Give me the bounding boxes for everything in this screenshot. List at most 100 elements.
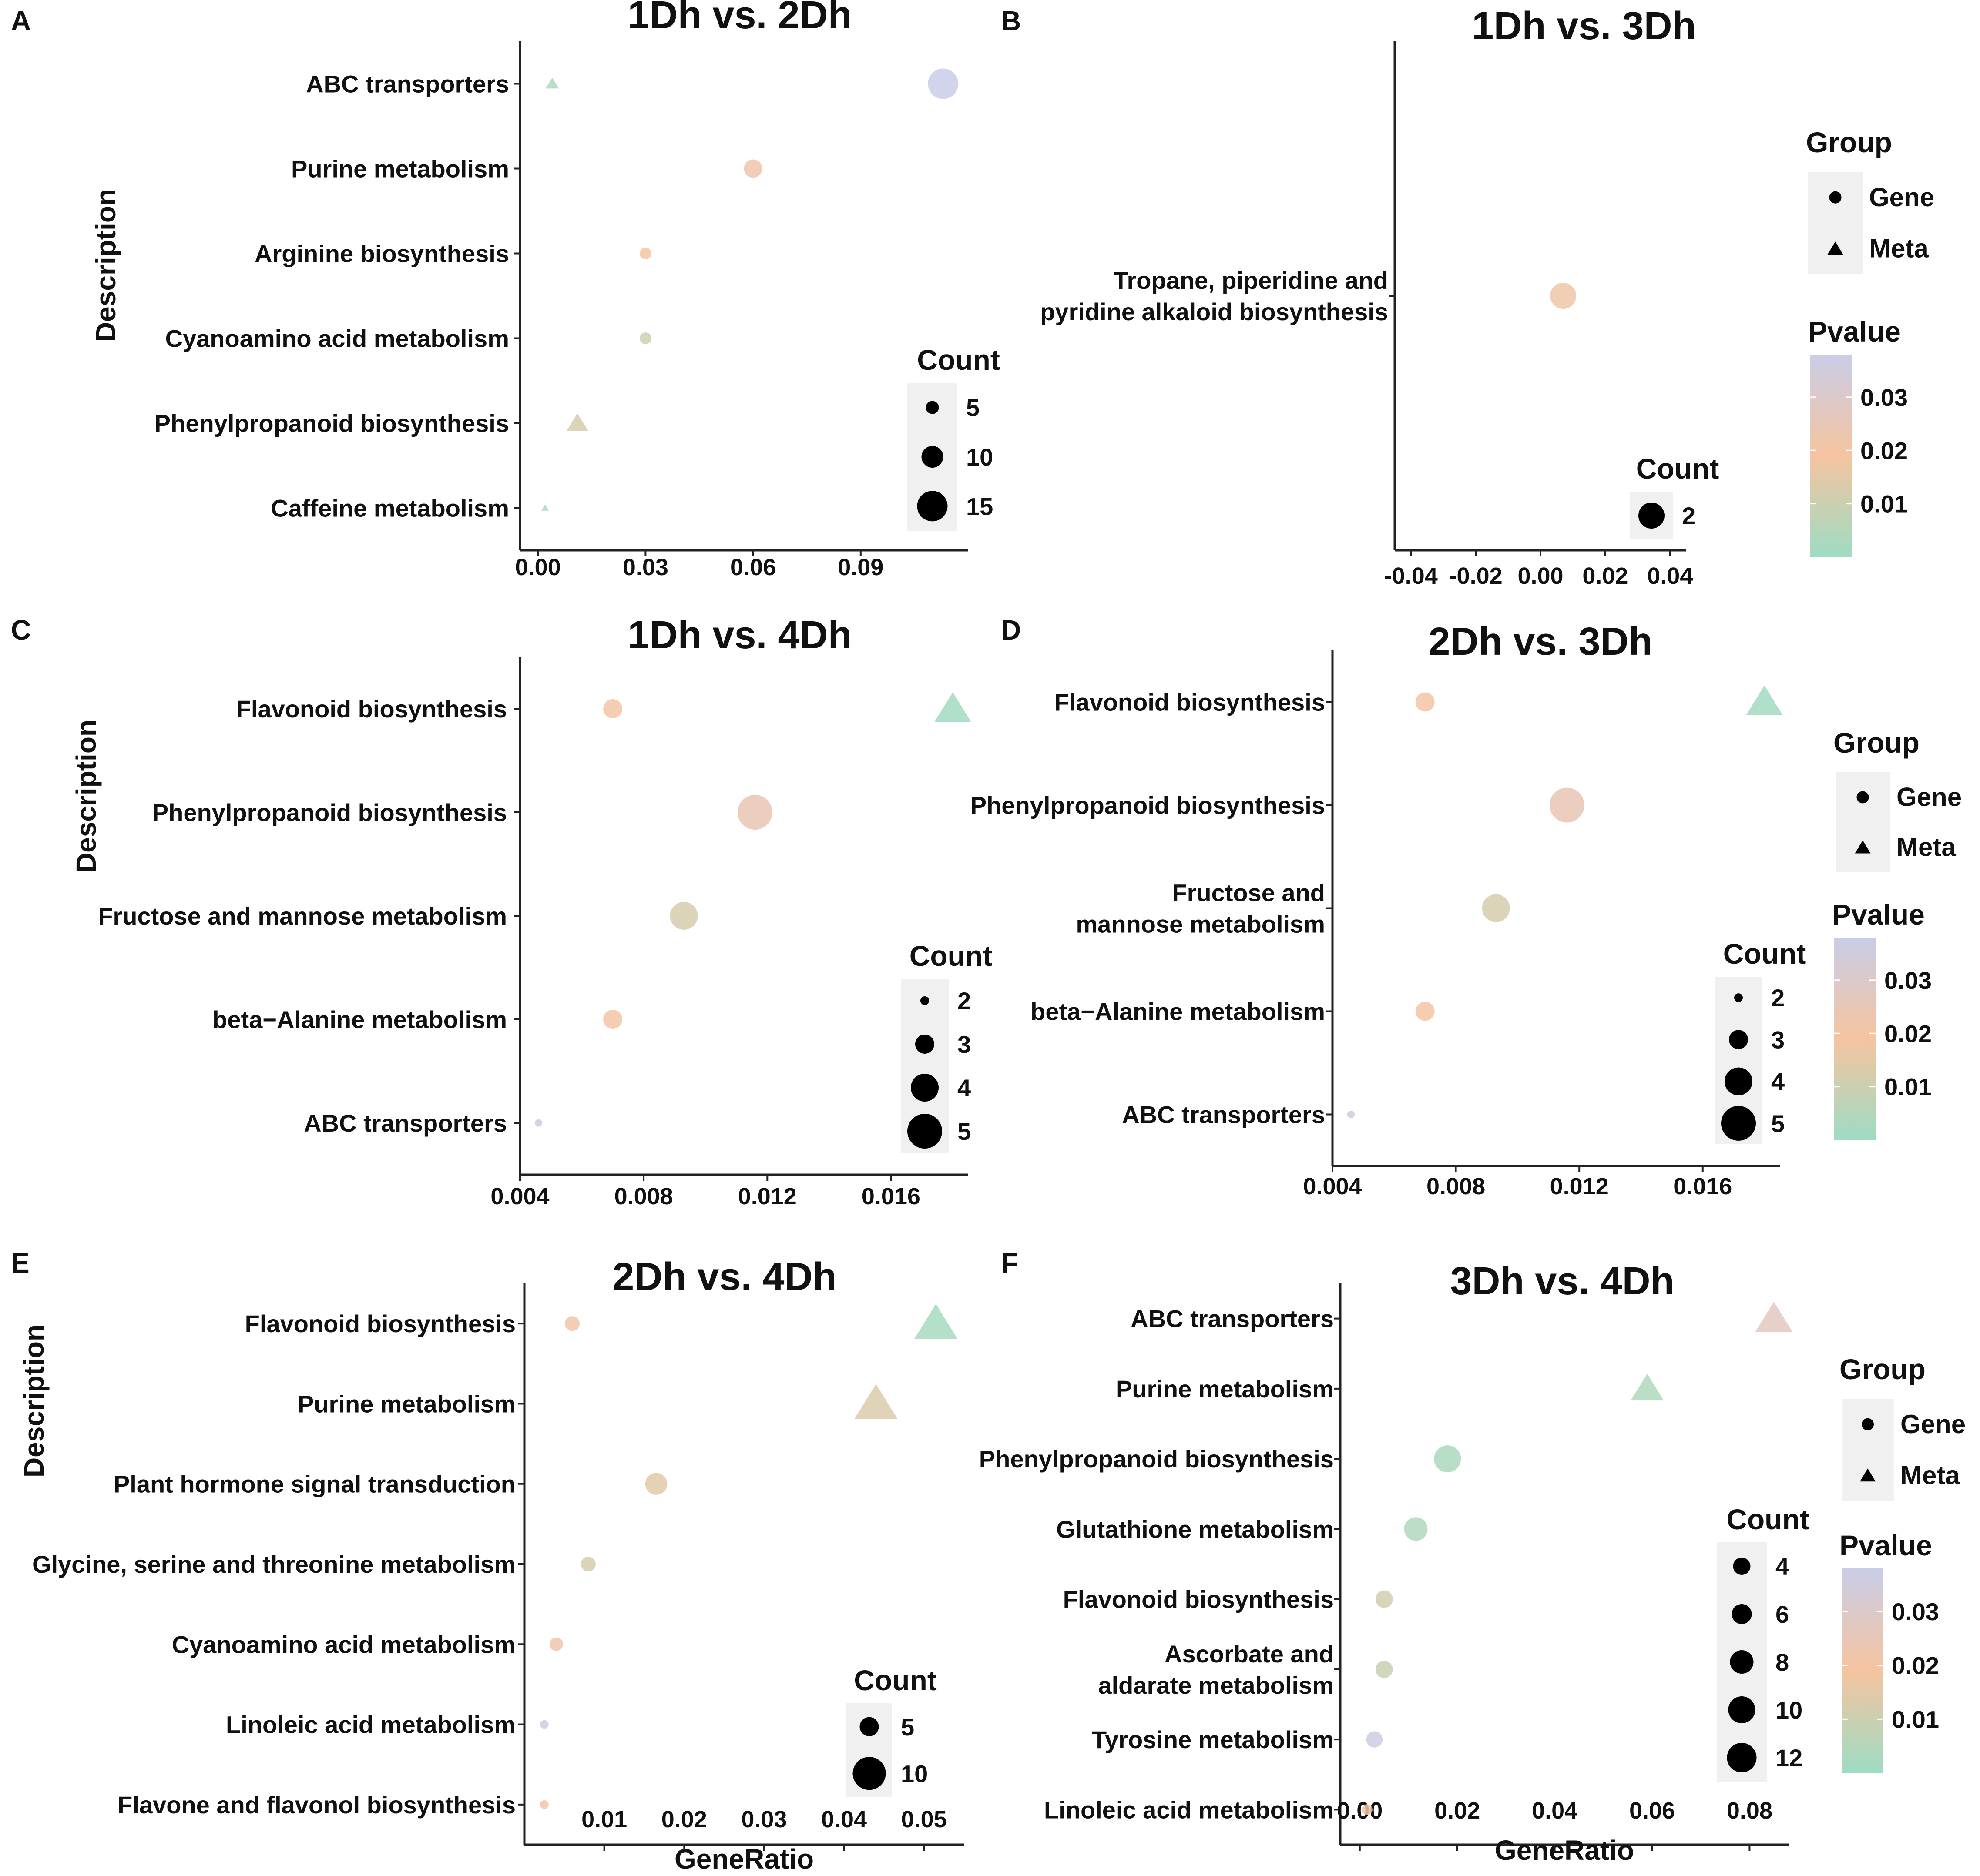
y-tick-label: Flavone and flavonol biosynthesis: [117, 1791, 516, 1819]
data-point-gene: [581, 1556, 596, 1572]
y-tick-label: Arginine biosynthesis: [255, 240, 509, 268]
data-point-gene: [1415, 1002, 1435, 1021]
size-legend-label: 12: [1775, 1744, 1802, 1772]
size-legend-key: [1638, 502, 1665, 529]
x-tick-label: 0.09: [838, 554, 883, 580]
y-tick-label: Phenylpropanoid biosynthesis: [152, 799, 507, 826]
data-point-gene: [744, 159, 762, 178]
color-legend-label: 0.03: [1884, 967, 1932, 994]
data-point-meta: [1746, 685, 1783, 715]
data-point-gene: [540, 1720, 549, 1729]
size-legend-label: 15: [966, 492, 993, 520]
y-axis-label: Description: [18, 1324, 50, 1477]
chart-title: 1Dh vs. 3Dh: [1472, 4, 1696, 48]
color-legend-label: 0.02: [1860, 437, 1908, 464]
data-point-meta: [914, 1304, 958, 1339]
data-point-meta: [1755, 1302, 1793, 1332]
data-point-gene: [1482, 894, 1510, 922]
x-tick-label: 0.02: [1434, 1798, 1480, 1824]
y-tick-label: Phenylpropanoid biosynthesis: [154, 410, 509, 437]
y-tick-label: Purine metabolism: [298, 1390, 516, 1417]
group-legend-label: Gene: [1869, 183, 1934, 212]
x-tick-label: 0.016: [862, 1183, 920, 1209]
size-legend-label: 10: [901, 1760, 928, 1787]
size-legend-key: [917, 491, 948, 522]
group-legend-label: Meta: [1900, 1461, 1960, 1490]
chart-title: 3Dh vs. 4Dh: [1450, 1260, 1674, 1303]
panel-E: E 2Dh vs. 4Dh Description GeneRatio Flavonoi…: [11, 1247, 964, 1875]
size-legend-key: [920, 996, 929, 1005]
group-legend-key-gene: [1856, 791, 1869, 804]
group-legend-label: Gene: [1896, 783, 1962, 812]
x-tick-label: 0.00: [1517, 563, 1563, 589]
y-tick-label: ABC transporters: [1122, 1101, 1325, 1129]
panel-letter: E: [11, 1247, 30, 1279]
group-legend-key-meta: [1860, 1468, 1876, 1482]
data-point-gene: [670, 902, 698, 930]
size-legend-key: [907, 1114, 942, 1149]
size-legend-key: [921, 446, 943, 468]
x-tick-label: -0.04: [1384, 563, 1438, 589]
y-tick-label: Linoleic acid metabolism: [226, 1711, 516, 1739]
y-tick-label: pyridine alkaloid biosynthesis: [1040, 298, 1388, 325]
data-point-gene: [1366, 1731, 1383, 1748]
group-legend-title: Group: [1833, 727, 1920, 759]
color-legend-label: 0.01: [1892, 1705, 1939, 1733]
size-legend-key: [852, 1757, 886, 1790]
color-legend-title: Pvalue: [1808, 315, 1901, 348]
chart-title: 2Dh vs. 3Dh: [1428, 620, 1652, 663]
group-legend-title: Group: [1806, 126, 1892, 158]
y-tick-label: aldarate metabolism: [1098, 1672, 1334, 1699]
y-tick-label: Flavonoid biosynthesis: [1054, 689, 1325, 716]
y-tick-label: Tyrosine metabolism: [1092, 1726, 1334, 1753]
size-legend-key: [1721, 1106, 1756, 1141]
size-legend-label: 4: [1775, 1553, 1789, 1580]
y-tick-label: Cyanoamino acid metabolism: [165, 325, 509, 352]
panel-F: F 3Dh vs. 4Dh GeneRatio ABC transporters Pur…: [979, 1247, 1966, 1866]
color-legend-label: 0.03: [1860, 384, 1908, 411]
x-tick-label: 0.00: [515, 554, 561, 580]
y-tick-label: beta−Alanine metabolism: [212, 1006, 507, 1033]
x-tick-label: 0.04: [1647, 563, 1693, 589]
size-legend-key: [1727, 1743, 1757, 1772]
data-point-gene: [1347, 1110, 1355, 1119]
y-tick-label: Ascorbate and: [1165, 1640, 1334, 1668]
color-legend-label: 0.01: [1884, 1073, 1932, 1101]
color-legend-label: 0.01: [1860, 490, 1908, 518]
data-point-gene: [1404, 1517, 1428, 1541]
x-tick-label: 0.06: [1629, 1798, 1675, 1824]
color-legend-label: 0.02: [1884, 1020, 1932, 1047]
panel-letter: D: [1001, 614, 1021, 646]
x-tick-label: 0.008: [614, 1183, 673, 1209]
data-point-gene: [1434, 1445, 1461, 1473]
group-legend-box: [1836, 772, 1890, 872]
data-point-gene: [639, 332, 651, 344]
panel-letter: F: [1001, 1247, 1018, 1279]
y-tick-label: Glutathione metabolism: [1056, 1515, 1334, 1543]
data-point-gene: [928, 68, 959, 99]
x-tick-label: -0.02: [1449, 563, 1503, 589]
size-legend-label: 5: [957, 1118, 971, 1145]
size-legend-label: 3: [957, 1031, 971, 1058]
y-tick-label: Purine metabolism: [1116, 1375, 1334, 1403]
y-tick-label: Flavonoid biosynthesis: [236, 695, 507, 723]
data-point-gene: [1375, 1660, 1393, 1678]
size-legend-title: Count: [1636, 452, 1719, 485]
y-tick-label: ABC transporters: [306, 70, 509, 98]
size-legend-label: 2: [957, 987, 971, 1015]
size-legend-key: [1734, 993, 1743, 1002]
size-legend-title: Count: [1726, 1503, 1809, 1535]
size-legend-key: [1725, 1067, 1752, 1095]
x-axis-label: GeneRatio: [1495, 1835, 1634, 1866]
data-point-meta: [854, 1384, 898, 1420]
group-legend-label: Gene: [1900, 1410, 1966, 1439]
group-legend-key-meta: [1855, 840, 1871, 854]
x-tick-label: 0.03: [741, 1806, 787, 1832]
x-tick-label: 0.01: [581, 1806, 627, 1832]
y-tick-label: Fructose and mannose metabolism: [98, 902, 507, 930]
y-tick-label: Caffeine metabolism: [271, 495, 509, 522]
data-point-meta: [934, 692, 971, 722]
y-axis-label: Description: [90, 189, 121, 342]
x-tick-label: 0.008: [1426, 1173, 1485, 1199]
